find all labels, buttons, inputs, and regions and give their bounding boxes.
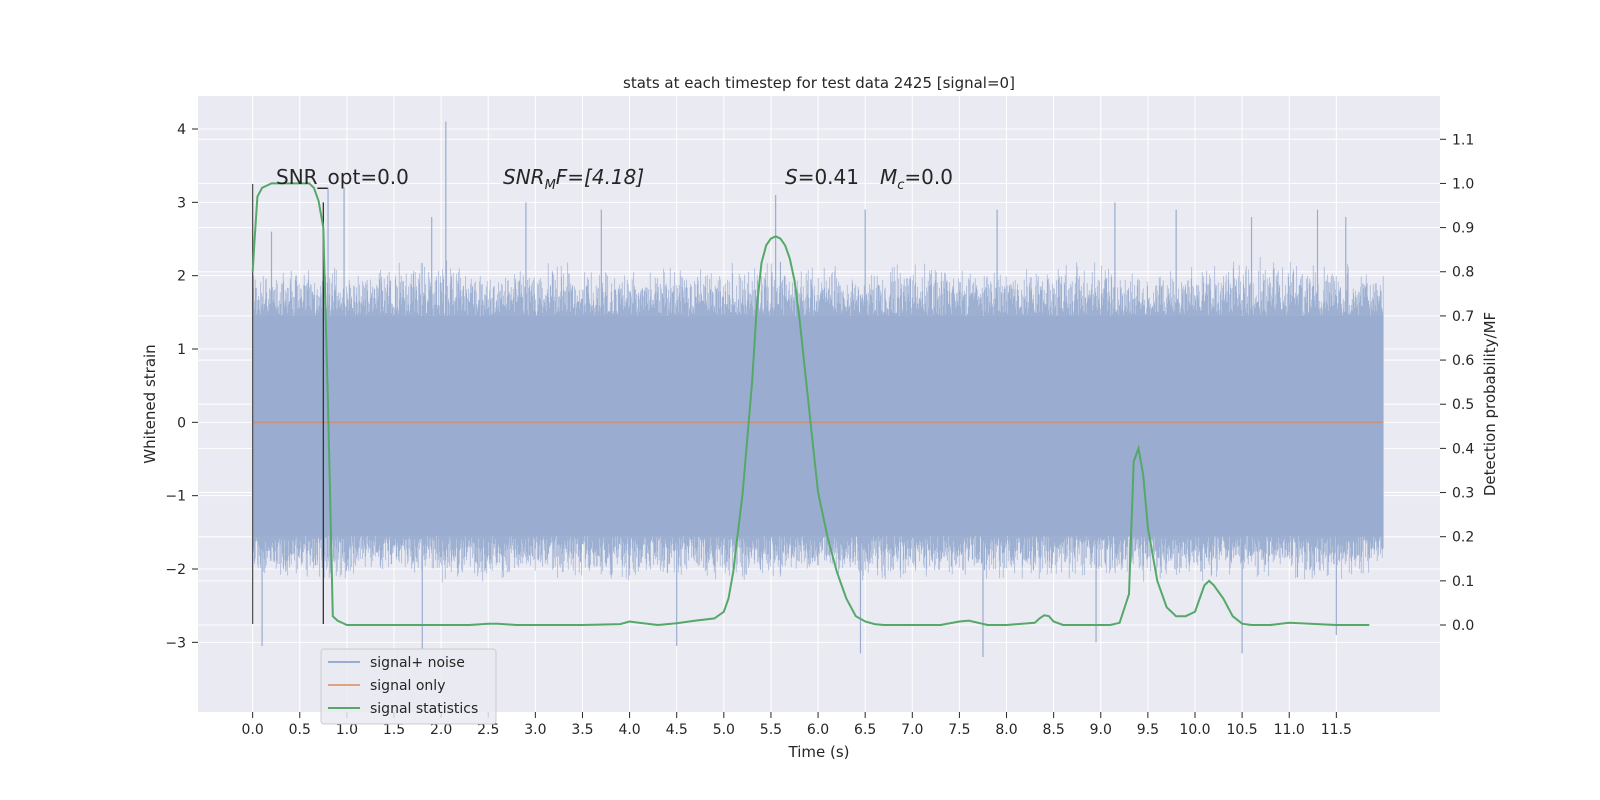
y-right-tick-label: 0.3 (1452, 486, 1474, 502)
x-tick-label: 11.0 (1274, 722, 1305, 738)
y-right-tick-label: 0.8 (1452, 265, 1474, 281)
annotation-mc-subscript: c (897, 178, 904, 193)
legend-label-signal-statistics: signal statistics (370, 701, 478, 717)
y-left-tick-label: 4 (177, 122, 186, 138)
y-right-tick-label: 1.0 (1452, 176, 1474, 192)
x-tick-label: 6.0 (807, 722, 829, 738)
y-axis-right-title: Detection probability/MF (1481, 312, 1499, 496)
annotation-s-symbol: S (785, 165, 798, 189)
y-right-tick-label: 0.7 (1452, 309, 1474, 325)
x-tick-label: 9.0 (1090, 722, 1112, 738)
y-axis-left-title: Whitened strain (141, 344, 159, 463)
y-left-tick-label: 2 (177, 269, 186, 285)
x-tick-label: 0.0 (242, 722, 264, 738)
x-tick-label: 2.5 (477, 722, 499, 738)
axis-ticks: 0.0 0.5 1.0 1.5 2.0 2.5 3.0 3.5 4.0 4.5 5.0 5.5 6.0 6… (165, 122, 1474, 738)
x-axis-title: Time (s) (788, 743, 850, 761)
annotation-mc-symbol: M (880, 165, 897, 189)
y-right-tick-label: 0.6 (1452, 353, 1474, 369)
annotation-snr-mf-symbol: SNR (503, 165, 545, 189)
x-tick-label: 4.5 (666, 722, 688, 738)
annotation-s: S=0.41 (785, 165, 859, 189)
x-tick-label: 2.0 (430, 722, 452, 738)
y-right-tick-label: 0.5 (1452, 397, 1474, 413)
annotation-snr-opt: SNR_opt=0.0 (276, 165, 409, 189)
y-right-tick-label: 0.4 (1452, 441, 1474, 457)
x-tick-label: 0.5 (289, 722, 311, 738)
x-tick-label: 7.5 (948, 722, 970, 738)
annotation-snr-mf: SNRMF=[4.18] (503, 165, 644, 193)
annotation-snr-mf-subscript: M (545, 178, 556, 193)
line-series (251, 182, 1384, 627)
x-tick-label: 3.5 (571, 722, 593, 738)
x-tick-label: 3.0 (524, 722, 546, 738)
x-tick-label: 11.5 (1321, 722, 1352, 738)
x-tick-label: 8.5 (1043, 722, 1065, 738)
annotation-s-value: =0.41 (798, 165, 859, 189)
x-tick-label: 9.5 (1137, 722, 1159, 738)
y-left-tick-label: −3 (165, 635, 186, 651)
annotation-mc: Mc=0.0 (880, 165, 953, 193)
x-tick-label: 4.0 (618, 722, 640, 738)
y-right-tick-label: 0.0 (1452, 618, 1474, 634)
y-left-tick-label: 3 (177, 195, 186, 211)
x-tick-label: 7.0 (901, 722, 923, 738)
x-tick-label: 10.0 (1179, 722, 1210, 738)
y-left-tick-label: −1 (165, 489, 186, 505)
y-right-tick-label: 0.1 (1452, 574, 1474, 590)
x-tick-label: 1.5 (383, 722, 405, 738)
x-tick-label: 5.0 (713, 722, 735, 738)
y-left-tick-label: 0 (177, 415, 186, 431)
annotation-snr-mf-value: F=[4.18] (556, 165, 644, 189)
legend-label-signal-noise: signal+ noise (370, 655, 465, 671)
y-right-tick-label: 0.2 (1452, 530, 1474, 546)
x-tick-label: 5.5 (760, 722, 782, 738)
legend-box (320, 648, 497, 725)
x-tick-label: 6.5 (854, 722, 876, 738)
x-tick-label: 10.5 (1227, 722, 1258, 738)
y-right-tick-label: 0.9 (1452, 221, 1474, 237)
legend: signal+ noise signal only signal statist… (320, 648, 497, 725)
noise-series (252, 121, 1384, 657)
series-signal-noise-core (252, 316, 1384, 536)
y-left-tick-label: 1 (177, 342, 186, 358)
x-tick-label: 1.0 (336, 722, 358, 738)
annotation-mc-value: =0.0 (904, 165, 953, 189)
legend-label-signal-only: signal only (370, 678, 445, 694)
y-left-tick-label: −2 (165, 562, 186, 578)
y-right-tick-label: 1.1 (1452, 132, 1474, 148)
chart-title: stats at each timestep for test data 242… (623, 74, 1015, 92)
x-tick-label: 8.0 (995, 722, 1017, 738)
series-signal-statistics (251, 182, 1370, 627)
